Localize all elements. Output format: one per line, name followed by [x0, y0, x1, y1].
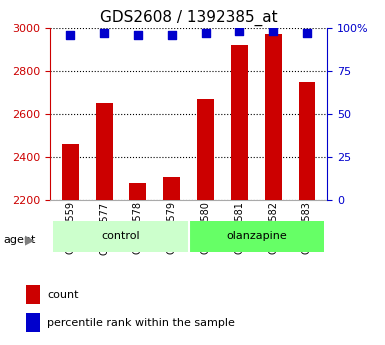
Text: control: control: [102, 231, 141, 241]
FancyBboxPatch shape: [54, 221, 189, 252]
Bar: [62, 144, 79, 200]
Point: [270, 28, 276, 34]
Bar: [265, 34, 281, 200]
Point: [169, 32, 175, 37]
Text: agent: agent: [4, 235, 36, 245]
Text: percentile rank within the sample: percentile rank within the sample: [47, 318, 235, 327]
Bar: [197, 99, 214, 200]
FancyBboxPatch shape: [189, 221, 324, 252]
Bar: [26, 285, 40, 304]
Text: ▶: ▶: [25, 233, 35, 246]
Title: GDS2608 / 1392385_at: GDS2608 / 1392385_at: [100, 10, 278, 26]
Point: [203, 30, 209, 36]
Bar: [26, 313, 40, 332]
Point: [135, 32, 141, 37]
Point: [67, 32, 74, 37]
Point: [304, 30, 310, 36]
Bar: [298, 81, 315, 200]
Bar: [163, 177, 180, 200]
Text: count: count: [47, 290, 79, 299]
Bar: [129, 183, 146, 200]
Bar: [96, 103, 112, 200]
Bar: [231, 45, 248, 200]
Point: [101, 30, 107, 36]
Point: [236, 28, 243, 34]
Text: olanzapine: olanzapine: [226, 231, 287, 241]
